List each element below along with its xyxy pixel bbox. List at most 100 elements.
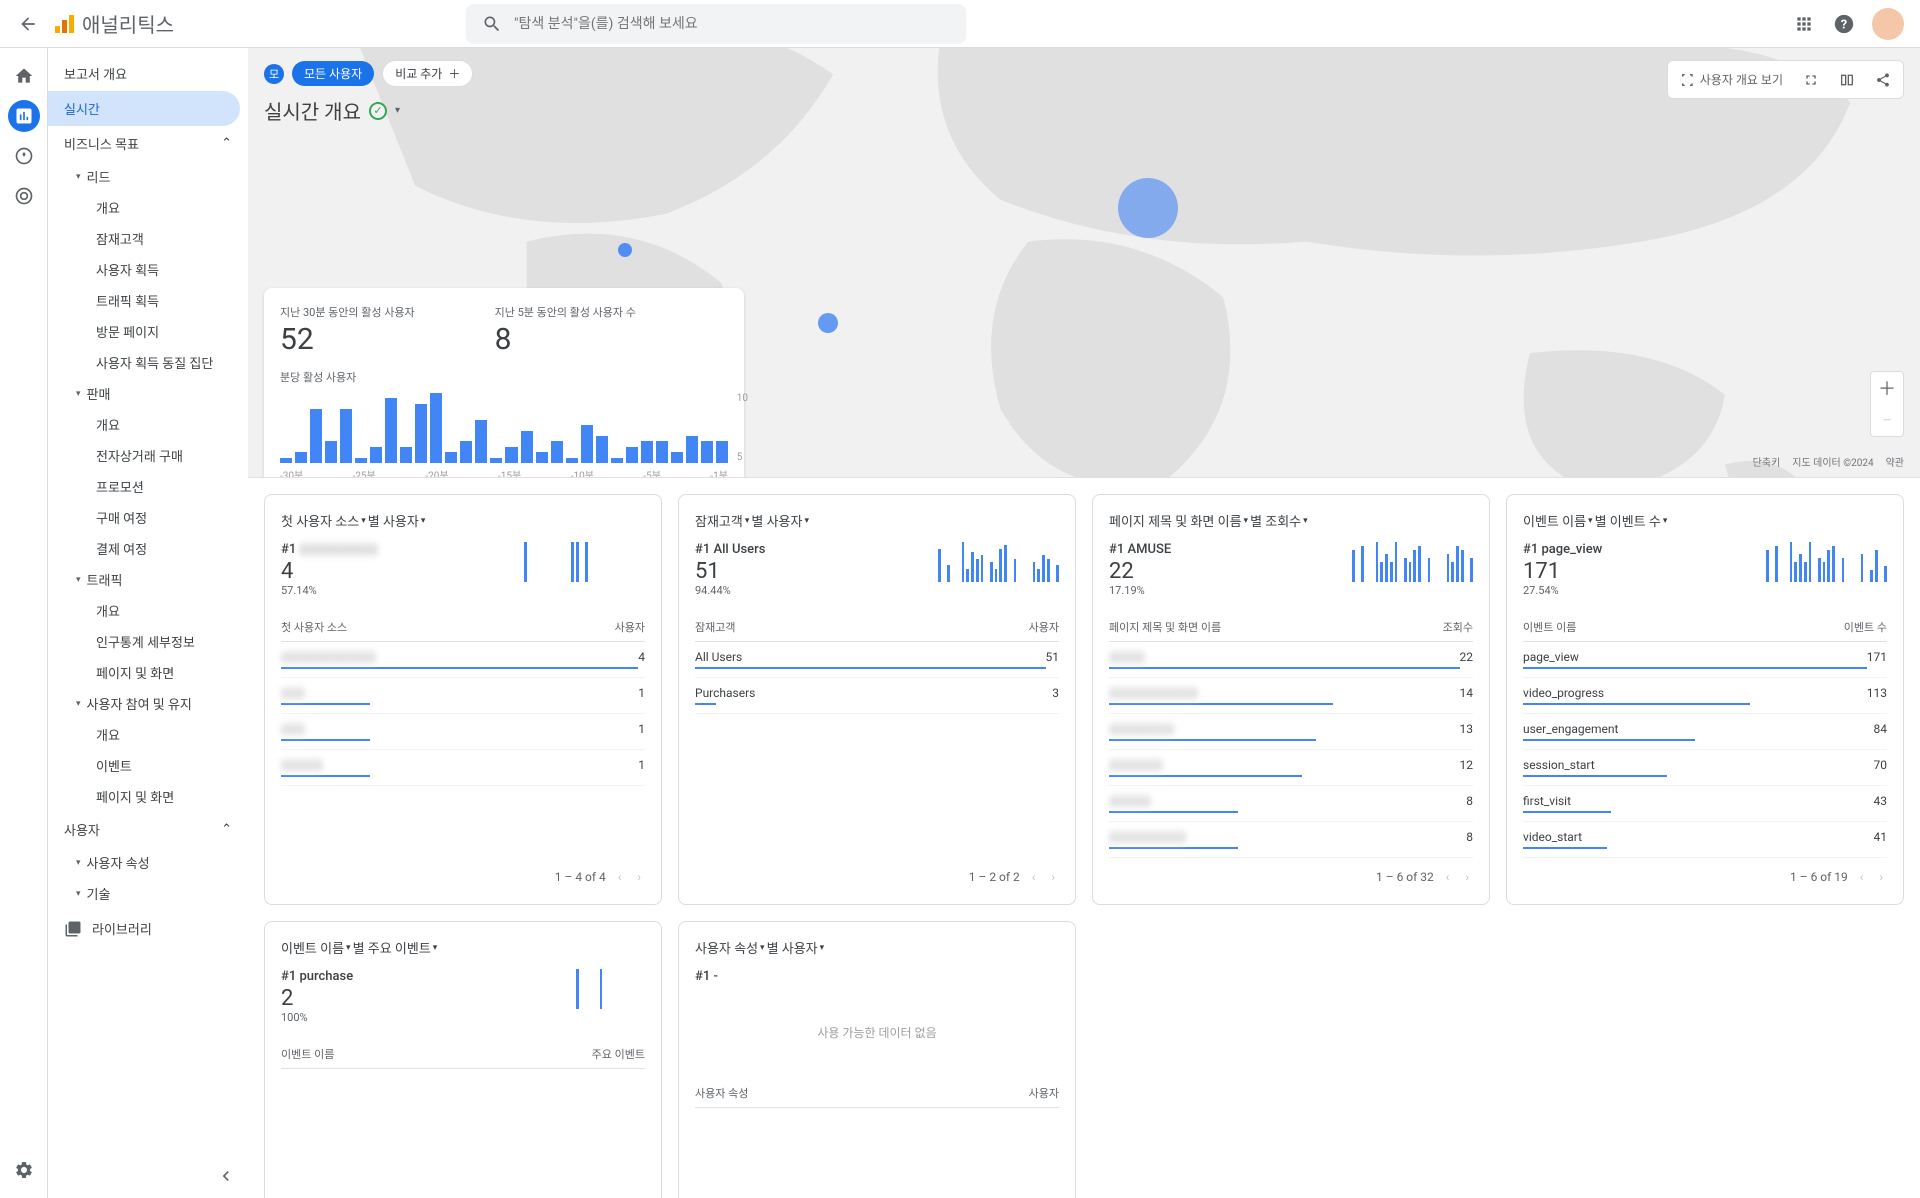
table-row[interactable]: xxxxxxxxx12 xyxy=(1109,750,1473,786)
main-content: 모 모든 사용자 비교 추가＋ 실시간 개요 ✓ ▾ 사용자 개요 보기 xyxy=(248,48,1920,1198)
table-row[interactable]: xxxx1 xyxy=(281,714,645,750)
sidebar-sales[interactable]: 판매 xyxy=(48,378,248,409)
pager: 1 – 6 of 19‹› xyxy=(1523,858,1887,888)
sidebar-sub-item[interactable]: 개요 xyxy=(48,595,248,626)
sidebar-sub-item[interactable]: 트래픽 획득 xyxy=(48,285,248,316)
search-input[interactable] xyxy=(514,16,950,32)
sidebar-sub-item[interactable]: 페이지 및 화면 xyxy=(48,657,248,688)
prev-page-button[interactable]: ‹ xyxy=(1856,866,1868,888)
view-user-overview-button[interactable]: 사용자 개요 보기 xyxy=(1672,65,1791,94)
sidebar-biz-goals[interactable]: 비즈니스 목표⌃ xyxy=(48,126,248,161)
per-minute-label: 분당 활성 사용자 xyxy=(280,369,728,385)
map-attribution: 단축키 지도 데이터 ©2024 약관 xyxy=(1753,454,1904,469)
sidebar-sub-item[interactable]: 사용자 획득 동질 집단 xyxy=(48,347,248,378)
sidebar-sub-item[interactable]: 이벤트 xyxy=(48,750,248,781)
table-row[interactable]: user_engagement84 xyxy=(1523,714,1887,750)
sidebar-sub-item[interactable]: 구매 여정 xyxy=(48,502,248,533)
collapse-sidebar-button[interactable] xyxy=(216,1166,236,1186)
sidebar-sub-item[interactable]: 페이지 및 화면 xyxy=(48,781,248,812)
card-title[interactable]: 이벤트 이름▾ 별 주요 이벤트▾ xyxy=(281,938,645,957)
table-row[interactable]: xxxx1 xyxy=(281,678,645,714)
sidebar-sub-item[interactable]: 개요 xyxy=(48,192,248,223)
prev-page-button[interactable]: ‹ xyxy=(1442,866,1454,888)
table-row[interactable]: page_view171 xyxy=(1523,642,1887,678)
table-header: 사용자 속성사용자 xyxy=(695,1079,1059,1108)
share-button[interactable] xyxy=(1867,66,1899,94)
table-header: 잠재고객사용자 xyxy=(695,613,1059,642)
rail-explore[interactable] xyxy=(8,140,40,172)
table-row[interactable]: video_progress113 xyxy=(1523,678,1887,714)
avatar[interactable] xyxy=(1872,8,1904,40)
sidebar-traffic[interactable]: 트래픽 xyxy=(48,564,248,595)
map-area[interactable]: 모 모든 사용자 비교 추가＋ 실시간 개요 ✓ ▾ 사용자 개요 보기 xyxy=(248,48,1920,478)
back-button[interactable] xyxy=(16,12,40,36)
sidebar-sub-item[interactable]: 방문 페이지 xyxy=(48,316,248,347)
card-title[interactable]: 사용자 속성▾ 별 사용자▾ xyxy=(695,938,1059,957)
table-row[interactable]: xxxxxxxxxxx13 xyxy=(1109,714,1473,750)
sidebar-user[interactable]: 사용자⌃ xyxy=(48,812,248,847)
sidebar-sub-item[interactable]: 개요 xyxy=(48,409,248,440)
zoom-out-button[interactable]: − xyxy=(1871,404,1903,436)
search-icon xyxy=(482,14,502,34)
rail-advertising[interactable] xyxy=(8,180,40,212)
sidebar-sub-item[interactable]: 전자상거래 구매 xyxy=(48,440,248,471)
table-row[interactable]: xxxxxxxxxxxxxxx14 xyxy=(1109,678,1473,714)
table-row[interactable]: xxxxxxxxxxxxxxxx4 xyxy=(281,642,645,678)
prev-page-button[interactable]: ‹ xyxy=(614,866,626,888)
sidebar-sub-item[interactable]: 결제 여정 xyxy=(48,533,248,564)
library-icon xyxy=(64,920,82,938)
table-row[interactable]: session_start70 xyxy=(1523,750,1887,786)
metric-30min-value: 52 xyxy=(280,322,415,357)
table-row[interactable]: All Users51 xyxy=(695,642,1059,678)
metric-card: 이벤트 이름▾ 별 이벤트 수▾#1 page_view 171 27.54%이… xyxy=(1506,494,1904,905)
sidebar-realtime[interactable]: 실시간 xyxy=(48,91,240,126)
card-title[interactable]: 첫 사용자 소스▾ 별 사용자▾ xyxy=(281,511,645,530)
help-icon[interactable]: ? xyxy=(1832,12,1856,36)
rail-reports[interactable] xyxy=(8,100,40,132)
next-page-button[interactable]: › xyxy=(1461,866,1473,888)
card-title[interactable]: 잠재고객▾ 별 사용자▾ xyxy=(695,511,1059,530)
next-page-button[interactable]: › xyxy=(633,866,645,888)
search-box[interactable] xyxy=(466,4,966,44)
sidebar-report-overview[interactable]: 보고서 개요 xyxy=(48,56,240,91)
dropdown-icon[interactable]: ▾ xyxy=(395,105,400,116)
sidebar-sub-item[interactable]: 개요 xyxy=(48,719,248,750)
sidebar-sub-item[interactable]: 잠재고객 xyxy=(48,223,248,254)
metric-5min-value: 8 xyxy=(495,322,636,357)
rail-home[interactable] xyxy=(8,60,40,92)
sidebar-sub-item[interactable]: 프로모션 xyxy=(48,471,248,502)
table-header: 이벤트 이름주요 이벤트 xyxy=(281,1040,645,1069)
table-row[interactable]: xxxxxxx8 xyxy=(1109,786,1473,822)
next-page-button[interactable]: › xyxy=(1047,866,1059,888)
sidebar-lead[interactable]: 리드 xyxy=(48,161,248,192)
compare-button[interactable] xyxy=(1831,66,1863,94)
sidebar: 보고서 개요 실시간 비즈니스 목표⌃ 리드 개요잠재고객사용자 획득트래픽 획… xyxy=(48,48,248,1198)
all-users-chip[interactable]: 모든 사용자 xyxy=(292,61,374,86)
table-row[interactable]: xxxxxxxxxxxxx8 xyxy=(1109,822,1473,858)
sidebar-sub-item[interactable]: 사용자 획득 xyxy=(48,254,248,285)
next-page-button[interactable]: › xyxy=(1875,866,1887,888)
card-title[interactable]: 이벤트 이름▾ 별 이벤트 수▾ xyxy=(1523,511,1887,530)
sidebar-library[interactable]: 라이브러리 xyxy=(48,909,248,948)
zoom-in-button[interactable]: ＋ xyxy=(1871,372,1903,404)
table-row[interactable]: Purchasers3 xyxy=(695,678,1059,714)
apps-icon[interactable] xyxy=(1792,12,1816,36)
prev-page-button[interactable]: ‹ xyxy=(1028,866,1040,888)
add-compare-chip[interactable]: 비교 추가＋ xyxy=(382,60,473,87)
comparison-chips: 모 모든 사용자 비교 추가＋ xyxy=(264,60,473,87)
sidebar-sub-item[interactable]: 인구통계 세부정보 xyxy=(48,626,248,657)
card-title[interactable]: 페이지 제목 및 화면 이름▾ 별 조회수▾ xyxy=(1109,511,1473,530)
sidebar-tech[interactable]: 기술 xyxy=(48,878,248,909)
table-row[interactable]: video_start41 xyxy=(1523,822,1887,858)
cards-grid: 첫 사용자 소스▾ 별 사용자▾#1 xxxxxxxxxxxx 4 57.14%… xyxy=(248,478,1920,921)
sidebar-engagement[interactable]: 사용자 참여 및 유지 xyxy=(48,688,248,719)
app-name: 애널리틱스 xyxy=(82,9,174,38)
fullscreen-button[interactable] xyxy=(1795,66,1827,94)
table-row[interactable]: first_visit43 xyxy=(1523,786,1887,822)
rail-settings[interactable] xyxy=(8,1154,40,1186)
map-dot-america xyxy=(618,243,632,257)
table-row[interactable]: xxxxxx22 xyxy=(1109,642,1473,678)
sidebar-user-attr[interactable]: 사용자 속성 xyxy=(48,847,248,878)
table-row[interactable]: xxxxxxx1 xyxy=(281,750,645,786)
analytics-logo-icon xyxy=(52,12,76,36)
